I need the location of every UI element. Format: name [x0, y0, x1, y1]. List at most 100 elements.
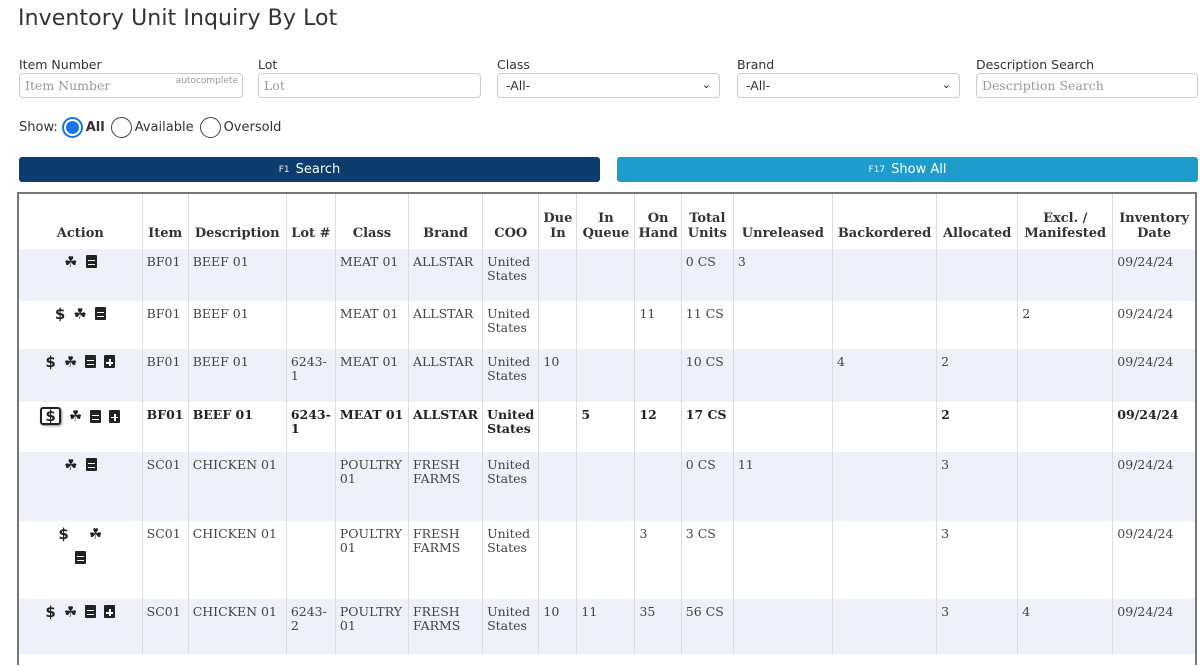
- cubes-icon[interactable]: ☘: [63, 602, 78, 621]
- inventory-table: Action Item Description Lot # Class Bran…: [19, 194, 1195, 654]
- cell-description: BEEF 01: [188, 349, 287, 402]
- cell-brand: FRESH FARMS: [408, 599, 484, 654]
- inventory-grid: Action Item Description Lot # Class Bran…: [17, 192, 1197, 665]
- col-header-in-queue[interactable]: In Queue: [576, 194, 636, 249]
- cell-total-units: 0 CS: [681, 452, 734, 521]
- col-header-lot[interactable]: Lot #: [286, 194, 336, 249]
- cell-inventory-date: 09/24/24: [1112, 521, 1195, 599]
- cubes-icon[interactable]: ☘: [68, 407, 83, 425]
- table-header-row: Action Item Description Lot # Class Bran…: [19, 194, 1195, 249]
- col-header-on-hand[interactable]: On Hand: [634, 194, 682, 249]
- col-header-unreleased[interactable]: Unreleased: [733, 194, 833, 249]
- cubes-icon[interactable]: ☘: [63, 352, 78, 371]
- calendar-icon[interactable]: [74, 550, 86, 564]
- col-header-action: Action: [19, 194, 143, 249]
- lot-input[interactable]: Lot: [258, 73, 481, 98]
- cell-total-units: 56 CS: [681, 599, 734, 654]
- item-number-input[interactable]: Item Number autocomplete: [19, 73, 243, 98]
- cell-allocated: [936, 249, 1019, 301]
- col-header-total-units[interactable]: Total Units: [681, 194, 734, 249]
- cell-on-hand: 12: [634, 402, 682, 452]
- cubes-icon[interactable]: ☘: [64, 252, 78, 271]
- cell-description: BEEF 01: [188, 249, 287, 301]
- col-header-class[interactable]: Class: [335, 194, 409, 249]
- cell-class: MEAT 01: [335, 349, 409, 402]
- cell-brand: ALLSTAR: [408, 249, 484, 301]
- calendar-plus-icon[interactable]: [109, 409, 121, 423]
- item-number-label: Item Number: [19, 57, 102, 72]
- cell-allocated: 2: [936, 402, 1019, 452]
- cell-brand: ALLSTAR: [408, 349, 484, 402]
- cell-excl-manifested: 4: [1017, 599, 1114, 654]
- calendar-icon[interactable]: [85, 255, 97, 268]
- dollar-icon[interactable]: $: [58, 524, 69, 543]
- cell-brand: FRESH FARMS: [408, 452, 484, 521]
- calendar-icon[interactable]: [90, 409, 102, 423]
- cell-description: CHICKEN 01: [188, 452, 287, 521]
- cubes-icon[interactable]: ☘: [73, 304, 87, 323]
- calendar-icon[interactable]: [85, 458, 97, 471]
- col-header-description[interactable]: Description: [188, 194, 287, 249]
- calendar-plus-icon[interactable]: [104, 605, 116, 618]
- class-select[interactable]: -All- ⌄: [497, 73, 720, 98]
- cell-backordered: [832, 402, 938, 452]
- cell-total-units: 10 CS: [681, 349, 734, 402]
- radio-available-label[interactable]: Available: [134, 120, 194, 135]
- dollar-icon[interactable]: $: [45, 602, 56, 621]
- lot-label: Lot: [258, 57, 278, 72]
- search-button[interactable]: F1 Search: [19, 157, 600, 182]
- col-header-backordered[interactable]: Backordered: [832, 194, 938, 249]
- radio-all[interactable]: [61, 117, 83, 138]
- calendar-icon[interactable]: [94, 307, 106, 320]
- cell-inventory-date: 09/24/24: [1112, 402, 1195, 452]
- dollar-icon[interactable]: $: [45, 352, 56, 371]
- cell-description: CHICKEN 01: [188, 521, 287, 599]
- table-row-selected: $ ☘ BF01 BEEF 01 6243-1 MEAT 01 ALLSTAR U…: [19, 402, 1195, 452]
- cubes-icon[interactable]: ☘: [88, 524, 103, 543]
- cell-excl-manifested: 2: [1017, 301, 1114, 349]
- cell-coo: United States: [482, 301, 540, 349]
- dollar-icon[interactable]: $: [54, 304, 66, 323]
- show-label: Show:: [19, 120, 58, 135]
- col-header-allocated[interactable]: Allocated: [936, 194, 1019, 249]
- cell-allocated: [936, 301, 1019, 349]
- show-all-button[interactable]: F17 Show All: [617, 157, 1198, 182]
- calendar-icon[interactable]: [85, 355, 97, 368]
- cell-total-units: 17 CS: [681, 402, 734, 452]
- cell-backordered: [832, 249, 938, 301]
- cell-brand: ALLSTAR: [408, 301, 484, 349]
- cell-excl-manifested: [1017, 249, 1114, 301]
- lot-field-group: Lot Lot: [258, 57, 481, 98]
- cell-backordered: [832, 521, 938, 599]
- cubes-icon[interactable]: ☘: [64, 455, 78, 474]
- description-search-placeholder: Description Search: [982, 78, 1104, 93]
- dollar-icon[interactable]: $: [40, 407, 61, 425]
- chevron-down-icon: ⌄: [701, 78, 711, 91]
- cell-backordered: [832, 599, 938, 654]
- cell-allocated: 2: [936, 349, 1019, 402]
- col-header-coo[interactable]: COO: [482, 194, 540, 249]
- cell-lot: [286, 521, 336, 599]
- calendar-icon[interactable]: [85, 605, 97, 618]
- radio-oversold[interactable]: [199, 117, 221, 138]
- brand-select[interactable]: -All- ⌄: [737, 73, 960, 98]
- table-row: $ ☘ SC01 CHICKEN 01 POULTRY 01 FRESH FARM…: [19, 521, 1195, 599]
- radio-all-label[interactable]: All: [85, 120, 105, 135]
- col-header-item[interactable]: Item: [142, 194, 189, 249]
- cell-lot: [286, 249, 336, 301]
- brand-field-group: Brand -All- ⌄: [737, 57, 960, 98]
- col-header-inventory-date[interactable]: Inventory Date: [1119, 211, 1190, 241]
- cell-excl-manifested: [1017, 452, 1114, 521]
- radio-oversold-label[interactable]: Oversold: [223, 120, 282, 135]
- radio-available[interactable]: [110, 117, 132, 138]
- description-search-input[interactable]: Description Search: [976, 73, 1198, 98]
- cell-on-hand: 35: [634, 599, 682, 654]
- col-header-excl-manifested[interactable]: Excl. / Manifested: [1017, 194, 1114, 249]
- calendar-plus-icon[interactable]: [104, 355, 116, 368]
- col-header-brand[interactable]: Brand: [408, 194, 484, 249]
- cell-coo: United States: [482, 349, 540, 402]
- col-header-due-in[interactable]: Due In: [538, 194, 578, 249]
- table-row: ☘ SC01 CHICKEN 01 POULTRY 01 FRESH FARMS…: [19, 452, 1195, 521]
- cell-on-hand: 3: [634, 521, 682, 599]
- cell-on-hand: [634, 349, 682, 402]
